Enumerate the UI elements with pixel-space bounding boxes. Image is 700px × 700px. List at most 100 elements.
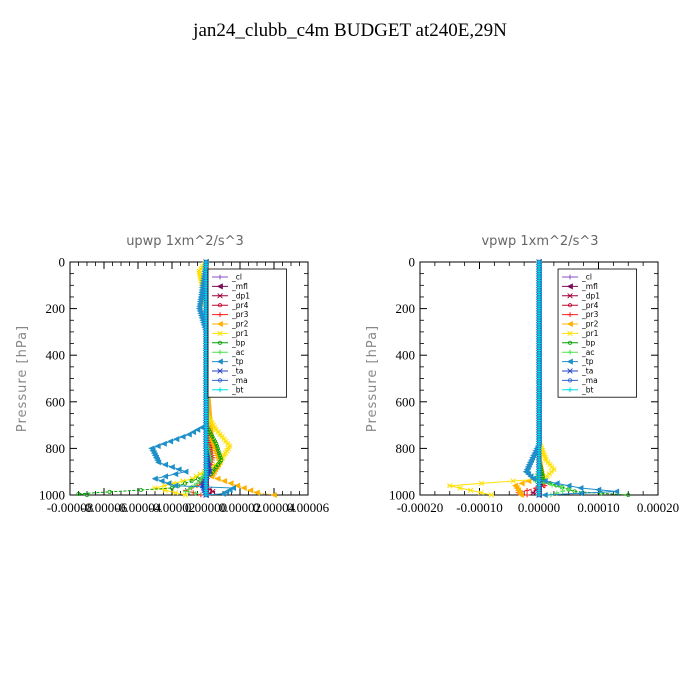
data-point <box>577 490 584 497</box>
legend-marker <box>566 283 573 290</box>
legend-label: _bt <box>581 385 594 394</box>
x-tick-label: 0.00006 <box>287 500 330 515</box>
y-tick-label: 1000 <box>389 488 415 503</box>
legend-marker <box>567 349 573 355</box>
legend-label: _tp <box>231 357 244 366</box>
data-point <box>198 492 204 498</box>
data-point <box>186 487 192 492</box>
legend-marker <box>216 358 223 365</box>
legend-label: _pr2 <box>581 320 599 329</box>
x-tick-label: 0.00000 <box>185 500 227 515</box>
legend-marker <box>567 387 573 393</box>
series-bt <box>203 259 209 498</box>
data-point <box>183 489 188 494</box>
y-tick-label: 0 <box>409 255 416 270</box>
legend-label: _bp <box>231 338 246 347</box>
data-point <box>165 480 172 487</box>
data-point <box>549 482 555 488</box>
legend-marker <box>216 283 223 290</box>
data-point <box>553 480 560 487</box>
data-point <box>160 440 167 447</box>
data-point <box>161 473 168 480</box>
data-point <box>172 489 179 496</box>
data-point <box>182 468 189 475</box>
data-point <box>234 482 241 489</box>
legend-label: _bp <box>581 338 596 347</box>
data-point <box>626 492 631 498</box>
legend-marker <box>217 387 223 393</box>
x-tick-label: -0.00020 <box>397 500 444 515</box>
y-axis-label: Pressure [hPa] <box>365 325 380 432</box>
y-tick-label: 400 <box>396 348 416 363</box>
legend-marker <box>567 293 573 299</box>
legend-marker <box>217 303 223 308</box>
data-point <box>76 491 81 496</box>
data-point <box>530 489 536 496</box>
series-bt <box>536 259 542 498</box>
y-tick-label: 400 <box>46 348 66 363</box>
data-point <box>214 443 220 449</box>
legend-label: _dp1 <box>231 291 250 300</box>
data-point <box>179 433 186 440</box>
data-point <box>488 492 495 498</box>
data-point <box>215 446 220 451</box>
data-point <box>613 488 620 495</box>
data-point <box>154 443 161 450</box>
legend-label: _pr4 <box>581 301 599 310</box>
data-point <box>517 491 524 499</box>
main-title: jan24_clubb_c4m BUDGET at240E,29N <box>193 20 507 41</box>
legend-label: _pr1 <box>581 329 599 338</box>
legend-label: _pr1 <box>231 329 249 338</box>
data-point <box>529 475 536 482</box>
data-point <box>247 487 254 494</box>
legend-label: _ac <box>231 348 244 357</box>
legend-label: _ta <box>231 367 243 376</box>
data-point <box>522 468 529 475</box>
data-point <box>180 478 186 484</box>
legend-label: _mfl <box>581 282 598 291</box>
y-tick-label: 600 <box>46 394 66 409</box>
data-point <box>214 441 219 446</box>
legend-marker <box>217 330 223 337</box>
data-point <box>107 489 112 494</box>
data-point <box>167 438 174 445</box>
legend-marker <box>217 312 223 317</box>
legend-marker <box>566 358 573 365</box>
data-point <box>195 480 201 486</box>
legend-label: _ma <box>231 376 248 385</box>
data-point <box>467 487 474 494</box>
data-point <box>172 470 179 478</box>
data-point <box>229 484 236 492</box>
data-point <box>541 491 548 499</box>
data-point <box>182 481 188 486</box>
y-axis-label: Pressure [hPa] <box>15 325 30 432</box>
x-tick-label: 0.00010 <box>577 500 619 515</box>
data-point <box>478 489 484 496</box>
data-point <box>595 486 602 493</box>
panel-title: vpwp 1xm^2/s^3 <box>481 234 598 249</box>
data-point <box>182 492 189 498</box>
x-tick-label: 0.00000 <box>518 500 560 515</box>
legend-label: _ma <box>581 376 598 385</box>
y-tick-label: 0 <box>59 255 66 270</box>
data-point <box>152 485 158 491</box>
x-tick-label: 0.00002 <box>219 500 261 515</box>
x-tick-label: -0.00010 <box>456 500 503 515</box>
data-point <box>226 486 233 493</box>
data-point <box>566 486 572 492</box>
legend-marker <box>567 303 573 308</box>
y-tick-label: 200 <box>396 301 416 316</box>
x-tick-label: 0.00004 <box>253 500 296 515</box>
x-tick-label: -0.00004 <box>115 500 162 515</box>
y-tick-label: 1000 <box>39 488 65 503</box>
data-point <box>158 477 165 485</box>
chart-panel-upwp: upwp 1xm^2/s^3 Pressure [hPa] 0 200 400 600 80… <box>15 234 330 515</box>
data-point <box>270 491 277 499</box>
data-point <box>138 487 143 493</box>
legend-marker <box>567 378 573 383</box>
y-tick-label: 200 <box>46 301 66 316</box>
panel-title: upwp 1xm^2/s^3 <box>126 234 244 249</box>
legend-label: _cl <box>231 273 242 282</box>
legend-marker <box>566 320 573 328</box>
